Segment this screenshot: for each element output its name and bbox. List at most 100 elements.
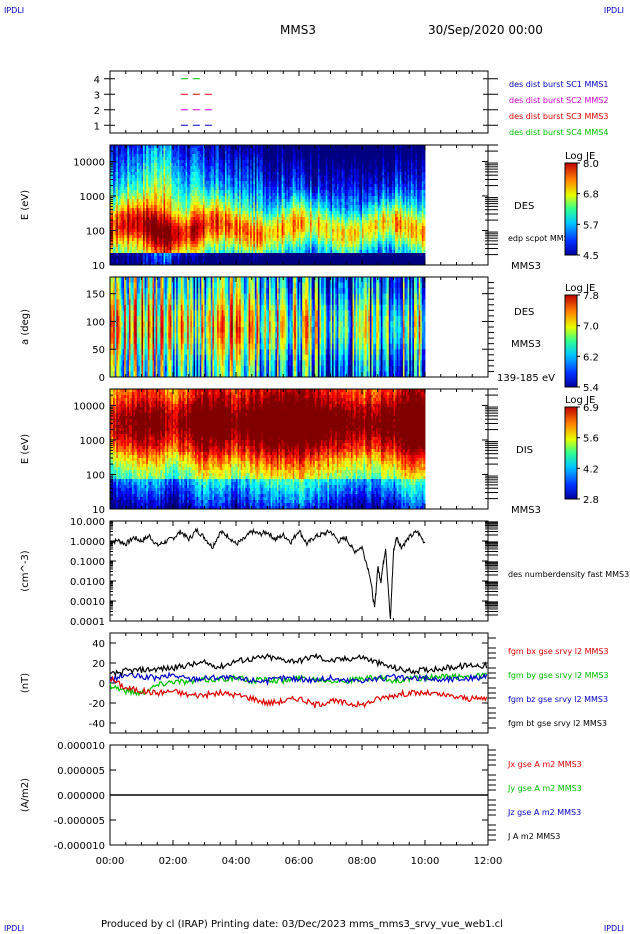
spectrogram-cell xyxy=(297,244,300,248)
spectrogram-cell xyxy=(210,244,213,248)
spectrogram-cell xyxy=(165,160,168,164)
spectrogram-cell xyxy=(128,184,131,188)
spectrogram-cell xyxy=(196,226,199,230)
spectrogram-cell xyxy=(150,157,153,161)
spectrogram-cell xyxy=(187,259,190,263)
spectrogram-cell xyxy=(195,199,198,203)
spectrogram-cell xyxy=(256,181,259,185)
spectrogram-cell xyxy=(122,226,125,230)
spectrogram-cell xyxy=(138,226,141,230)
spectrogram-cell xyxy=(251,145,254,149)
spectrogram-cell xyxy=(182,193,185,197)
spectrogram-cell xyxy=(201,226,204,230)
spectrogram-cell xyxy=(193,193,196,197)
spectrogram-cell xyxy=(237,205,240,209)
spectrogram-cell xyxy=(138,172,141,176)
spectrogram-cell xyxy=(204,217,207,221)
spectrogram-cell xyxy=(286,226,289,230)
spectrogram-cell xyxy=(281,232,284,236)
spectrogram-cell xyxy=(128,148,131,152)
spectrogram-cell xyxy=(242,262,245,266)
spectrogram-cell xyxy=(231,145,234,149)
spectrogram-cell xyxy=(193,175,196,179)
spectrogram-cell xyxy=(168,241,171,245)
spectrogram-cell xyxy=(201,148,204,152)
spectrogram-cell xyxy=(171,199,174,203)
spectrogram-cell xyxy=(269,151,272,155)
spectrogram-cell xyxy=(163,169,166,173)
spectrogram-cell xyxy=(270,157,273,161)
spectrogram-cell xyxy=(299,160,301,164)
spectrogram-cell xyxy=(190,181,193,185)
spectrogram-cell xyxy=(128,256,131,260)
spectrogram-cell xyxy=(158,247,161,251)
spectrogram-cell xyxy=(177,190,180,194)
spectrogram-cell xyxy=(243,238,246,242)
spectrogram-cell xyxy=(215,232,218,236)
spectrogram-cell xyxy=(259,145,262,149)
spectrogram-cell xyxy=(226,229,229,233)
spectrogram-cell xyxy=(149,181,152,185)
spectrogram-cell xyxy=(236,187,238,191)
spectrogram-cell xyxy=(248,193,251,197)
spectrogram-cell xyxy=(237,163,240,167)
spectrogram-cell xyxy=(204,232,207,236)
spectrogram-cell xyxy=(124,154,127,158)
spectrogram-cell xyxy=(146,256,149,260)
spectrogram-cell xyxy=(185,184,188,188)
spectrogram-cell xyxy=(265,250,268,254)
spectrogram-cell xyxy=(218,172,221,176)
spectrogram-cell xyxy=(124,157,127,161)
spectrogram-cell xyxy=(273,166,276,170)
spectrogram-cell xyxy=(165,178,168,182)
spectrogram-cell xyxy=(185,235,188,239)
spectrogram-cell xyxy=(232,235,235,239)
spectrogram-cell xyxy=(256,169,259,173)
spectrogram-cell xyxy=(163,226,166,230)
spectrogram-cell xyxy=(117,172,120,176)
spectrogram-cell xyxy=(220,172,223,176)
spectrogram-cell xyxy=(218,151,221,155)
spectrogram-cell xyxy=(182,256,185,260)
spectrogram-cell xyxy=(188,151,191,155)
spectrogram-cell xyxy=(179,241,182,245)
spectrogram-cell xyxy=(286,232,289,236)
spectrogram-cell xyxy=(232,238,235,242)
spectrogram-cell xyxy=(149,205,152,209)
spectrogram-cell xyxy=(232,256,235,260)
spectrogram-cell xyxy=(124,169,127,173)
spectrogram-cell xyxy=(247,214,250,218)
spectrogram-cell xyxy=(270,184,273,188)
spectrogram-cell xyxy=(187,184,190,188)
spectrogram-cell xyxy=(236,151,238,155)
spectrogram-cell xyxy=(218,259,221,263)
spectrogram-cell xyxy=(212,259,215,263)
spectrogram-cell xyxy=(182,217,185,221)
spectrogram-cell xyxy=(215,253,218,257)
spectrogram-cell xyxy=(262,229,265,233)
spectrogram-cell xyxy=(187,229,190,233)
spectrogram-cell xyxy=(128,211,131,215)
spectrogram-cell xyxy=(223,247,226,251)
spectrogram-cell xyxy=(258,178,261,182)
spectrogram-cell xyxy=(232,145,235,149)
spectrogram-cell xyxy=(173,235,175,239)
spectrogram-cell xyxy=(193,181,196,185)
spectrogram-cell xyxy=(220,163,223,167)
spectrogram-cell xyxy=(215,235,218,239)
spectrogram-cell xyxy=(143,154,146,158)
spectrogram-cell xyxy=(152,247,155,251)
spectrogram-cell xyxy=(286,253,289,257)
spectrogram-cell xyxy=(236,253,238,257)
spectrogram-cell xyxy=(180,238,183,242)
spectrogram-cell xyxy=(202,241,205,245)
spectrogram-cell xyxy=(166,154,169,158)
spectrogram-cell xyxy=(237,169,240,173)
spectrogram-cell xyxy=(302,196,305,200)
spectrogram-cell xyxy=(209,229,212,233)
spectrogram-cell xyxy=(198,199,201,203)
spectrogram-cell xyxy=(212,148,215,152)
spectrogram-cell xyxy=(232,259,235,263)
spectrogram-cell xyxy=(270,256,273,260)
spectrogram-cell xyxy=(150,220,153,224)
